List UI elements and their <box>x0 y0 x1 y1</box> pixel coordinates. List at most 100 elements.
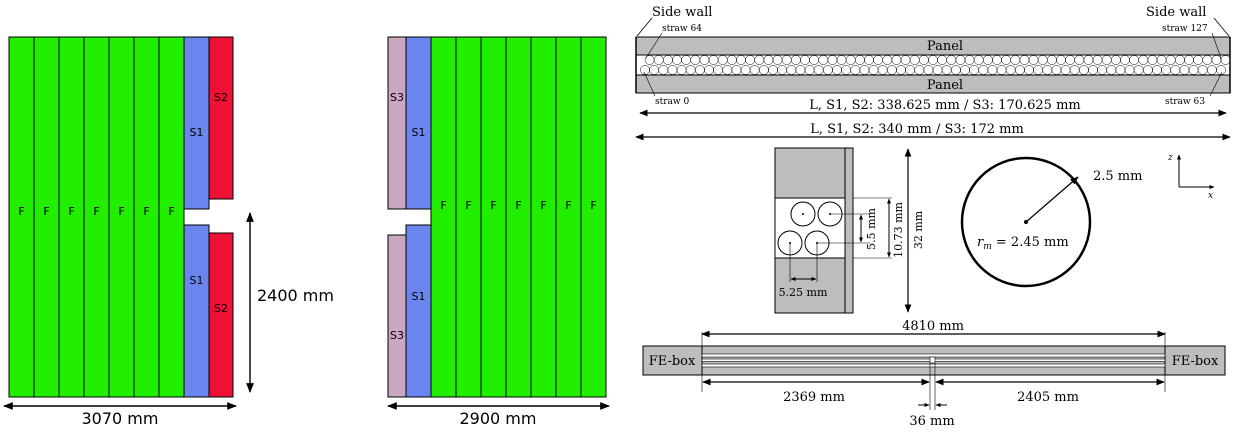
side-wall-right-pointer <box>1213 17 1230 37</box>
short-module-s1-top-label: S1 <box>190 126 204 139</box>
left-segment-label: 2369 mm <box>783 390 845 405</box>
full-module-f6: F <box>133 36 160 398</box>
full-module-f1-label: F <box>18 205 24 218</box>
straw-64-pointer <box>645 32 663 59</box>
full-module-f5: F <box>530 36 557 398</box>
side-wall-left-label: Side wall <box>652 5 712 20</box>
full-module-f6-body <box>133 36 160 398</box>
left-width-label: 3070 mm <box>82 409 159 428</box>
short-module-s1-bottom-body <box>405 224 432 398</box>
full-module-f3-label: F <box>68 205 74 218</box>
full-module-f1-body <box>430 36 457 398</box>
full-module-f2-label: F <box>43 205 49 218</box>
straw-tube-stripe <box>701 363 1166 368</box>
z-axis-label: z <box>1167 153 1173 163</box>
full-module-f1: F <box>8 36 35 398</box>
middle-station-layout: S3 S3 S1 S1 F F F F F F F <box>387 36 607 398</box>
short-module-s3-top-body <box>387 36 407 210</box>
fe-box-left <box>642 345 703 376</box>
full-module-f2: F <box>455 36 482 398</box>
short-module-s1-top-body <box>405 36 432 210</box>
full-module-f6-body <box>555 36 582 398</box>
pitch-horizontal-label: 5.25 mm <box>779 286 828 299</box>
detail-straw <box>790 201 816 227</box>
full-module-f7-body <box>580 36 607 398</box>
full-module-f2: F <box>33 36 60 398</box>
straw-array <box>640 55 1231 75</box>
straw-63-label: straw 63 <box>1165 97 1205 107</box>
short-module-s2-top-label: S2 <box>214 91 228 104</box>
right-segment-label: 2405 mm <box>1017 390 1079 405</box>
full-module-f2-label: F <box>465 199 471 212</box>
full-module-f3-label: F <box>490 199 496 212</box>
short-module-s3-bottom-body <box>387 234 407 398</box>
detail-side-wall <box>844 147 854 314</box>
full-module-f1-body <box>8 36 35 398</box>
short-module-s3-bottom-label: S3 <box>390 329 404 342</box>
detail-panel-top <box>774 147 846 199</box>
outer-length-label: L, S1, S2: 340 mm / S3: 172 mm <box>810 122 1024 137</box>
short-module-s1-bottom: S1 <box>183 224 210 398</box>
gap-label: 36 mm <box>909 414 954 429</box>
full-module-f5-label: F <box>540 199 546 212</box>
full-module-f5-body <box>108 36 135 398</box>
short-module-s1-top-label: S1 <box>412 126 426 139</box>
outer-radius-label: 2.5 mm <box>1093 169 1142 184</box>
fe-box-left-label: FE-box <box>649 354 696 369</box>
x-axis-label: x <box>1208 191 1213 201</box>
full-module-f4: F <box>505 36 532 398</box>
full-module-f1-label: F <box>440 199 446 212</box>
straw-tube <box>1220 55 1231 65</box>
short-module-s1-top: S1 <box>183 36 210 210</box>
full-module-f5-label: F <box>118 205 124 218</box>
radius-arrow <box>1025 176 1079 223</box>
short-module-s2-bottom: S2 <box>208 232 234 398</box>
module-length-view: 4810 mm FE-box FE-box 2369 mm 2405 mm 36… <box>642 319 1226 429</box>
straw-63-pointer <box>1209 71 1223 97</box>
straw-0-label: straw 0 <box>655 97 689 107</box>
layer-height-label: 10.73 mm <box>892 202 905 258</box>
straw-127-pointer <box>1211 32 1222 59</box>
full-module-f2-body <box>33 36 60 398</box>
full-module-f5: F <box>108 36 135 398</box>
straw-0-pointer <box>643 71 656 97</box>
left-station-layout: F F F F F F F S1 S1 S2 S2 <box>8 36 234 398</box>
detail-section: 5.25 mm 5.5 mm 10.73 mm 32 mm <box>774 147 925 314</box>
short-module-s2-top-body <box>208 36 234 200</box>
full-module-f4: F <box>83 36 110 398</box>
full-module-f7-label: F <box>168 205 174 218</box>
short-module-s3-top: S3 <box>387 36 407 210</box>
full-module-f3-body <box>480 36 507 398</box>
straw-64-label: straw 64 <box>662 24 702 34</box>
straw-tube-circle <box>960 156 1092 288</box>
full-module-f6: F <box>555 36 582 398</box>
side-wall-left-pointer <box>636 17 653 37</box>
short-module-s3-bottom: S3 <box>387 234 407 398</box>
straw-127-label: straw 127 <box>1162 24 1208 34</box>
detail-panel-bottom <box>774 257 846 314</box>
pitch-vertical-label: 5.5 mm <box>865 208 878 250</box>
full-module-f2-body <box>455 36 482 398</box>
total-length-label: 4810 mm <box>902 319 964 334</box>
wire-support-gap <box>929 356 936 364</box>
inner-length-label: L, S1, S2: 338.625 mm / S3: 170.625 mm <box>809 98 1080 113</box>
full-module-f7-body <box>158 36 185 398</box>
short-module-s1-bottom-label: S1 <box>190 274 204 287</box>
panel-bottom-label: Panel <box>927 78 963 93</box>
full-module-f4-label: F <box>515 199 521 212</box>
radius-label: rm = 2.45 mm <box>977 235 1069 252</box>
full-module-f3: F <box>480 36 507 398</box>
straw-band <box>635 54 1231 76</box>
detail-straw-area <box>774 197 846 259</box>
full-module-f6-label: F <box>565 199 571 212</box>
full-module-f7: F <box>580 36 607 398</box>
fe-box-right-label: FE-box <box>1172 354 1219 369</box>
full-module-f7: F <box>158 36 185 398</box>
panel-top-label: Panel <box>927 39 963 54</box>
straw-circle-detail: 2.5 mm rm = 2.45 mm z x <box>960 153 1215 288</box>
module-cross-section: Panel Panel Side wall Side wall straw 64… <box>635 5 1231 141</box>
left-height-label: 2400 mm <box>257 286 334 305</box>
short-module-s1-bottom-label: S1 <box>412 290 426 303</box>
full-module-f6-label: F <box>143 205 149 218</box>
full-module-f3: F <box>58 36 85 398</box>
